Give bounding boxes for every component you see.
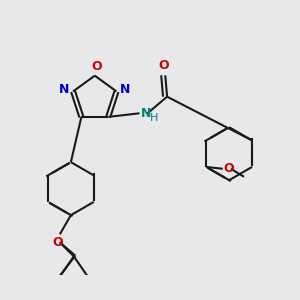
Text: O: O <box>158 59 169 72</box>
Text: O: O <box>224 162 235 175</box>
Text: N: N <box>59 83 69 96</box>
Text: O: O <box>92 60 102 73</box>
Text: N: N <box>141 107 151 120</box>
Text: N: N <box>120 83 130 96</box>
Text: O: O <box>53 236 63 249</box>
Text: H: H <box>149 113 158 123</box>
